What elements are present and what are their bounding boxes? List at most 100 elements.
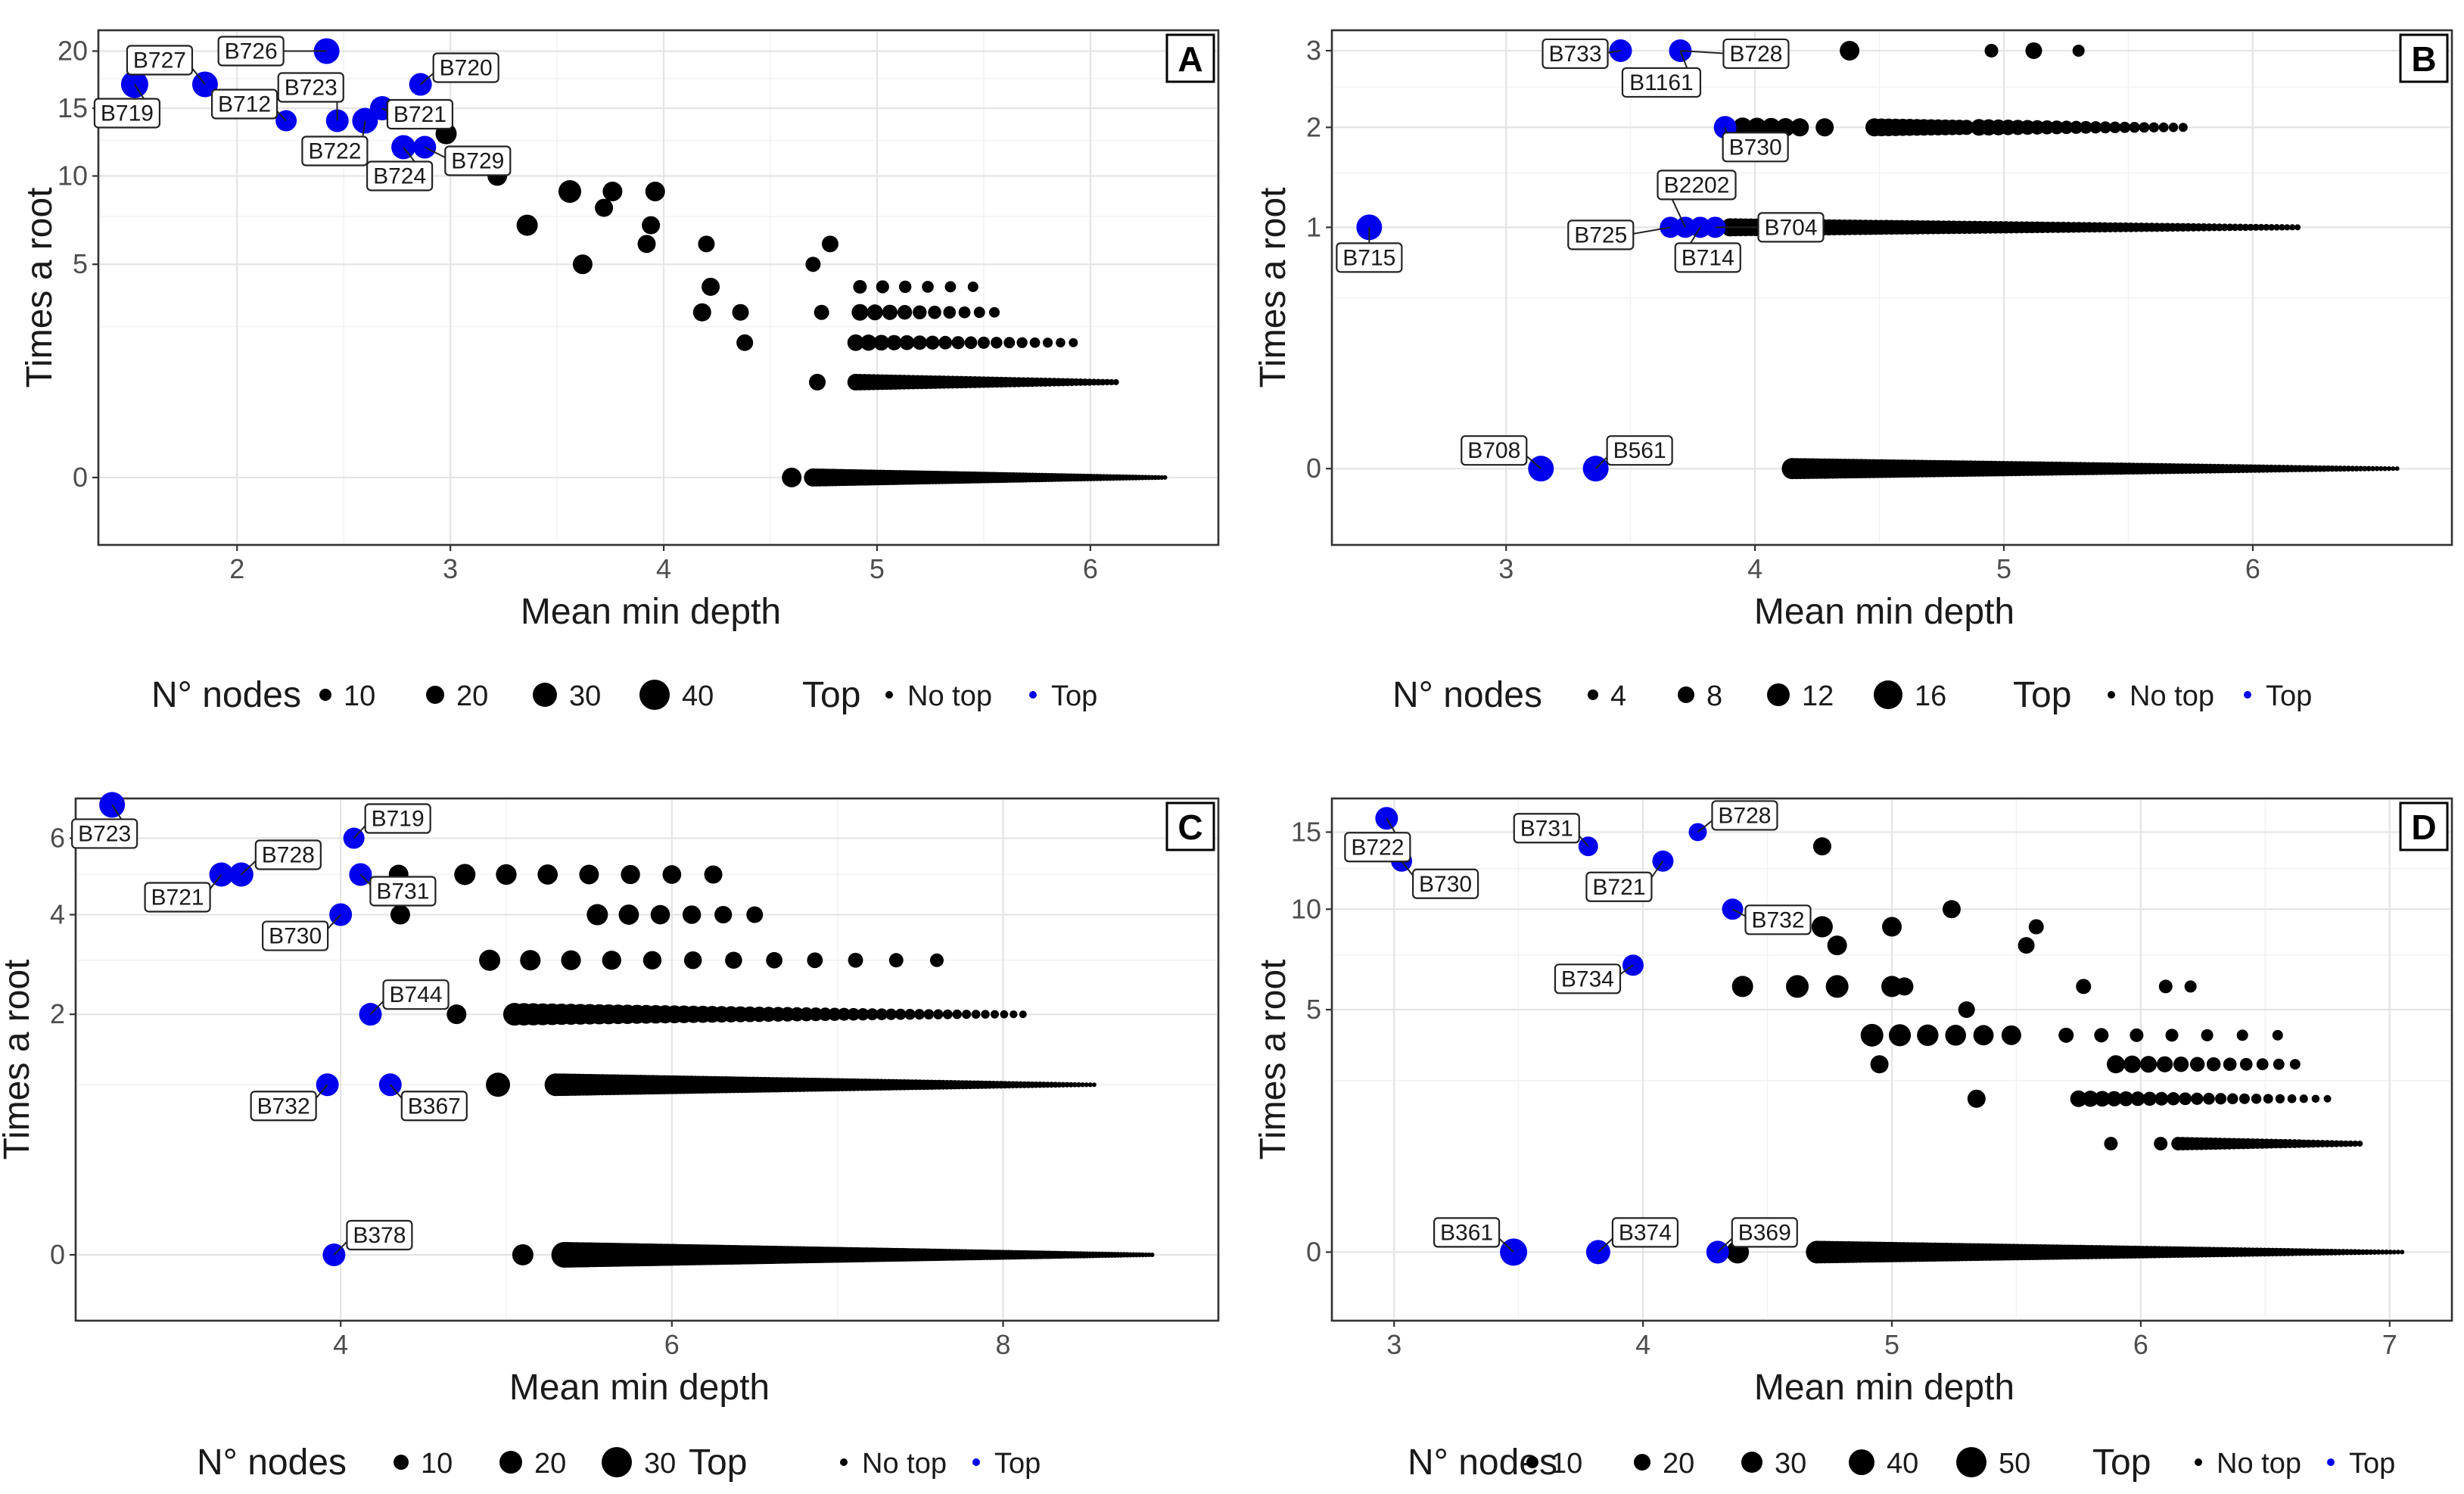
point-no-top [2203,1092,2215,1105]
point-no-top [1958,120,1974,135]
point-no-top [2279,224,2285,231]
point-no-top [882,304,898,320]
point-no-top [885,1008,898,1020]
point-no-top [912,335,927,350]
point-no-top [2001,1025,2021,1045]
point-no-top [2391,466,2396,472]
y-axis-title: Times a root [20,188,60,388]
point-no-top [2109,121,2121,133]
legend-size-label: 30 [1775,1448,1806,1480]
point-no-top [866,304,883,321]
legend-size-label: 20 [456,680,488,712]
y-tick-label: 4 [50,899,65,930]
point-no-top [2156,1056,2173,1072]
no-top-points [1726,837,2405,1264]
point-no-top [1888,1024,1912,1047]
point-no-top [2106,1091,2122,1106]
point-no-top [650,904,670,925]
point-label-b724: B724 [373,163,426,188]
point-no-top [1064,1082,1070,1088]
point-no-top [2099,121,2111,134]
point-no-top [2391,1250,2397,1255]
legend-size-title: N° nodes [151,675,301,715]
point-no-top [1042,338,1053,348]
point-no-top [926,335,940,350]
point-no-top [952,1009,962,1019]
point-label-box [144,882,211,913]
point-no-top [704,865,723,884]
x-axis-title: Mean min depth [1754,1368,2014,1408]
point-label-b719: B719 [101,101,154,126]
point-label-box [262,920,329,951]
point-no-top [2368,1249,2374,1256]
legend: N° nodes 10 20 30 40 Top No top Top [151,675,1097,715]
point-label-b369: B369 [1738,1220,1791,1245]
x-tick-label: 4 [1635,1329,1650,1360]
point-label-b730: B730 [1729,135,1782,160]
point-no-top [2363,1249,2370,1256]
panel-letter: A [1178,39,1202,79]
point-no-top [2223,1057,2237,1072]
point-no-top [2167,1092,2180,1106]
y-axis-title: Times a root [1253,960,1293,1160]
point-no-top [586,904,608,926]
point-label-box [366,160,434,191]
point-no-top [2018,937,2035,954]
point-no-top [2123,1055,2142,1073]
point-no-top [837,1007,851,1021]
point-no-top [682,905,702,924]
no-top-points [435,123,1168,487]
point-label-b734: B734 [1561,966,1614,991]
point-no-top [1029,337,1041,348]
point-no-top [2129,122,2140,133]
point-no-top [977,336,990,349]
point-label-b720: B720 [440,55,493,80]
point-no-top [1069,338,1078,347]
point-no-top [860,335,877,351]
point-label-b367: B367 [408,1094,461,1119]
y-tick-label: 5 [73,248,88,279]
point-no-top [2341,465,2347,472]
point-no-top [2272,1029,2283,1041]
point-no-top [967,281,978,292]
point-label-box [250,1091,317,1122]
point-no-top [942,1009,953,1019]
point-label-b361: B361 [1440,1220,1493,1245]
panel-letter-box [1165,33,1215,83]
x-tick-label: 7 [2382,1329,2397,1360]
legend-size-label: 20 [534,1448,566,1480]
point-no-top [981,1010,990,1019]
legend-top-key [1029,691,1037,699]
point-label-box [432,52,499,83]
legend-no-top-label: No top [862,1448,947,1480]
point-no-top [446,1004,467,1025]
panel-a: 2 3 4 5 6 0 5 10 15 20 Mean min depth Times a root A… [20,29,1220,715]
legend-size-key [1588,689,1598,700]
point-no-top [2118,1091,2134,1106]
point-no-top [1112,378,1119,385]
point-no-top [2231,223,2239,232]
point-no-top [702,277,720,296]
plot-area [74,797,1220,1322]
point-label-box [1461,435,1528,466]
x-tick-label: 3 [1386,1329,1402,1360]
point-no-top [1973,1025,1994,1046]
point-no-top [2256,1058,2269,1071]
point-no-top [2226,223,2234,232]
point-no-top [2357,465,2364,472]
legend-color-title: Top [2013,675,2071,715]
point-label-box [444,145,512,176]
point-no-top [2372,1249,2378,1255]
legend-size-label: 8 [1706,680,1722,712]
point-label-b561: B561 [1613,438,1666,463]
point-no-top [938,335,953,350]
point-no-top [1825,975,1849,998]
point-no-top [2201,1029,2214,1041]
legend-size-key [499,1451,522,1474]
point-no-top [876,1008,888,1020]
point-label-box [382,979,450,1010]
point-no-top [1056,1082,1062,1088]
legend-no-top-key [2195,1458,2202,1466]
